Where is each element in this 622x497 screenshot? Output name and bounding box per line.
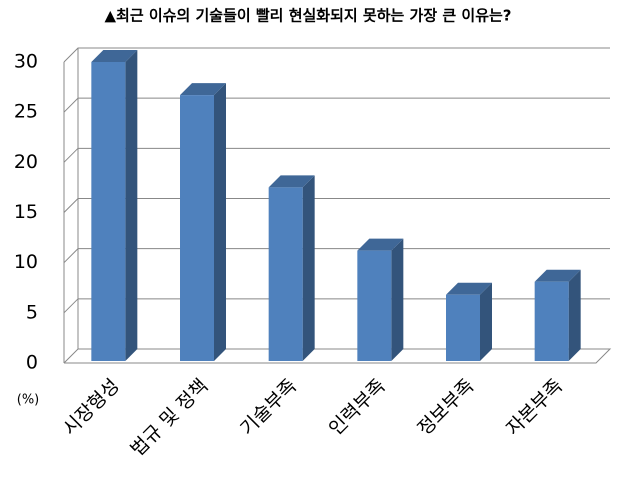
y-tick-label: 25	[14, 101, 38, 123]
y-axis-label: (%)	[17, 393, 40, 408]
bar-side	[302, 175, 315, 361]
y-tick-label: 5	[26, 301, 38, 323]
grid-line	[63, 47, 610, 63]
x-tick-label: 자본부족	[502, 375, 567, 440]
bar	[180, 95, 214, 362]
bar-top	[357, 238, 404, 251]
bar-side	[391, 238, 404, 361]
y-tick-label: 0	[26, 352, 38, 374]
bar	[446, 294, 480, 361]
grid-line	[63, 248, 610, 264]
x-tick-label: 법규 및 정책	[127, 375, 213, 461]
bar-top	[180, 83, 226, 96]
bar	[534, 281, 569, 361]
grid-line	[63, 348, 612, 364]
bar-side	[214, 83, 226, 362]
x-tick-label: 기술부족	[236, 375, 301, 440]
bar-side	[125, 50, 138, 361]
y-tick-label: 15	[14, 201, 38, 223]
x-tick-label: 시장형성	[59, 375, 124, 440]
chart-title: ▲최근 이슈의 기술들이 빨리 현실화되지 못하는 가장 큰 이유는?	[104, 7, 511, 25]
grid-line	[63, 147, 610, 163]
bar	[268, 187, 303, 361]
x-tick-label: 인력부족	[325, 375, 390, 440]
x-tick-label: 정보부족	[413, 375, 478, 440]
bar-top	[446, 282, 492, 295]
grid-line	[63, 198, 610, 213]
bar-top	[91, 50, 138, 62]
y-tick-label: 10	[14, 251, 38, 273]
grid-line	[63, 97, 610, 113]
bar	[357, 250, 392, 361]
bar-top	[268, 175, 315, 188]
bar-top	[534, 269, 581, 282]
grid-line	[63, 298, 610, 314]
bar	[91, 62, 126, 361]
y-tick-label: 30	[14, 51, 38, 73]
bar-side	[480, 282, 492, 361]
bar-side	[568, 269, 581, 361]
y-tick-label: 20	[14, 151, 38, 173]
